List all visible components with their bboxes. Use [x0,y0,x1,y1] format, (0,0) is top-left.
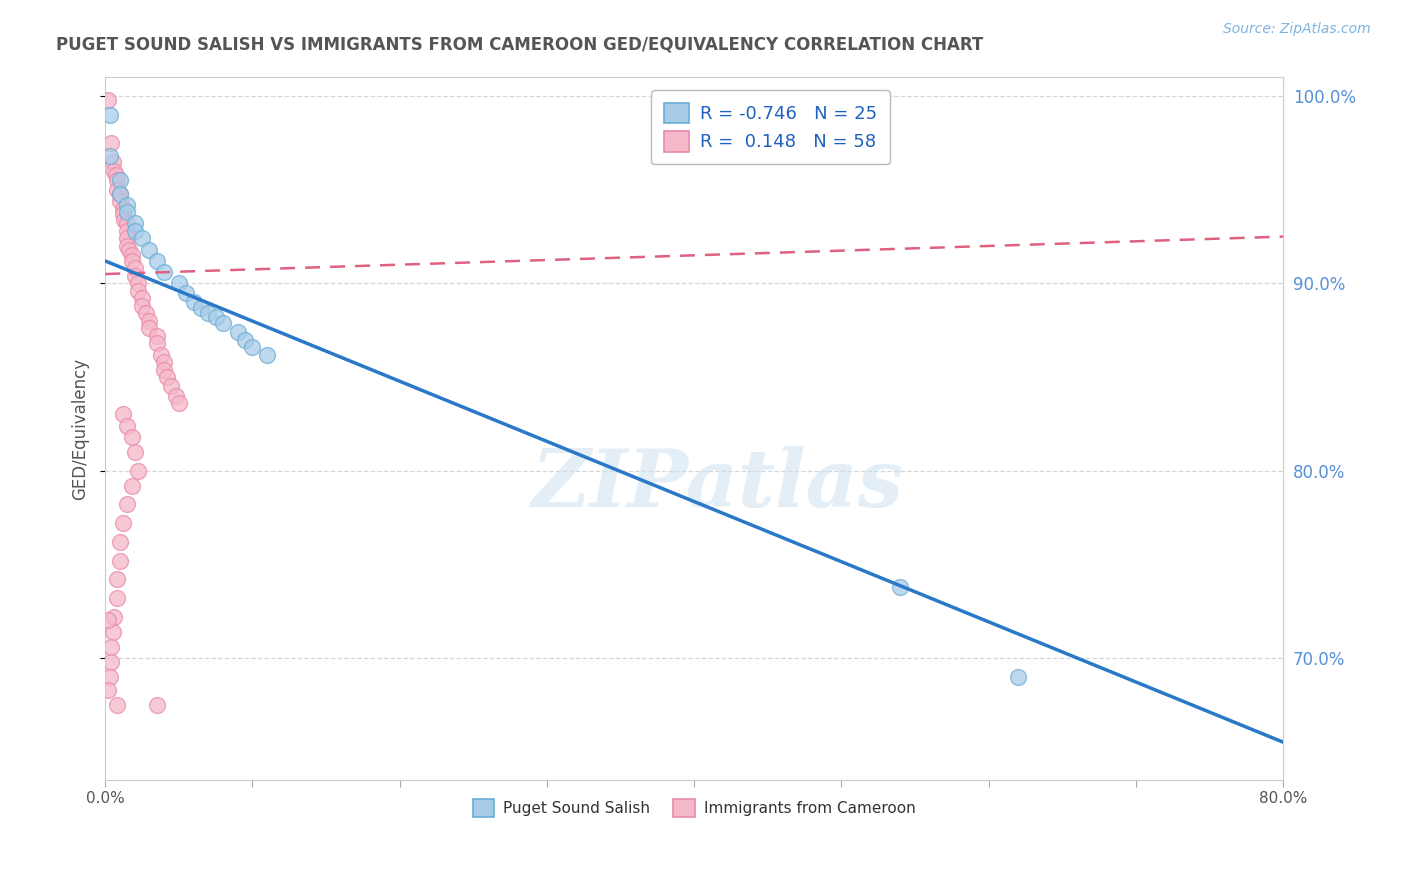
Y-axis label: GED/Equivalency: GED/Equivalency [72,358,89,500]
Point [127,284,149,298]
Point [105,698,128,712]
Point [98,670,121,684]
Point [117,198,139,212]
Point [108,186,131,201]
Point [121,248,143,262]
Point [135,306,157,320]
Point [108,173,131,187]
Point [145,328,167,343]
Point [104,168,127,182]
Point [118,243,141,257]
Point [124,217,146,231]
Point [138,321,160,335]
Text: Source: ZipAtlas.com: Source: ZipAtlas.com [1223,22,1371,37]
Point [150,347,173,361]
Point [160,379,183,393]
Point [138,314,160,328]
Point [153,265,176,279]
Point [111,202,134,216]
Point [145,698,167,712]
Point [124,268,146,283]
Point [105,173,128,187]
Point [108,553,131,567]
Point [111,516,134,530]
Point [138,243,160,257]
Point [131,292,153,306]
Point [97,614,120,628]
Point [117,205,139,219]
Point [145,336,167,351]
Point [103,164,125,178]
Point [98,149,121,163]
Point [153,362,176,376]
Point [197,306,219,320]
Text: ZIPatlas: ZIPatlas [531,446,904,524]
Point [256,347,278,361]
Point [117,497,139,511]
Point [111,207,134,221]
Point [174,285,197,300]
Point [121,478,143,492]
Point [105,591,128,605]
Point [105,183,128,197]
Point [127,464,149,478]
Point [124,445,146,459]
Point [108,194,131,208]
Point [167,396,190,410]
Point [242,340,264,354]
Point [183,295,205,310]
Point [112,212,135,227]
Point [100,640,122,654]
Point [117,217,139,231]
Point [103,609,125,624]
Point [121,430,143,444]
Point [100,136,122,150]
Point [124,261,146,276]
Point [108,534,131,549]
Point [190,301,212,315]
Point [131,299,153,313]
Point [889,580,911,594]
Point [124,224,146,238]
Point [100,655,122,669]
Point [131,231,153,245]
Legend: Puget Sound Salish, Immigrants from Cameroon: Puget Sound Salish, Immigrants from Came… [465,792,924,824]
Point [212,316,235,330]
Point [156,370,179,384]
Point [111,408,134,422]
Point [117,239,139,253]
Text: PUGET SOUND SALISH VS IMMIGRANTS FROM CAMEROON GED/EQUIVALENCY CORRELATION CHART: PUGET SOUND SALISH VS IMMIGRANTS FROM CA… [56,36,983,54]
Point [101,624,124,639]
Point [127,277,149,291]
Point [117,231,139,245]
Point [101,154,124,169]
Point [121,254,143,268]
Point [98,108,121,122]
Point [226,325,249,339]
Point [233,333,256,347]
Point [97,93,120,107]
Point [117,224,139,238]
Point [97,682,120,697]
Point [108,186,131,201]
Point [145,254,167,268]
Point [117,418,139,433]
Point [1007,670,1029,684]
Point [105,572,128,586]
Point [153,355,176,369]
Point [167,277,190,291]
Point [165,389,187,403]
Point [204,310,226,325]
